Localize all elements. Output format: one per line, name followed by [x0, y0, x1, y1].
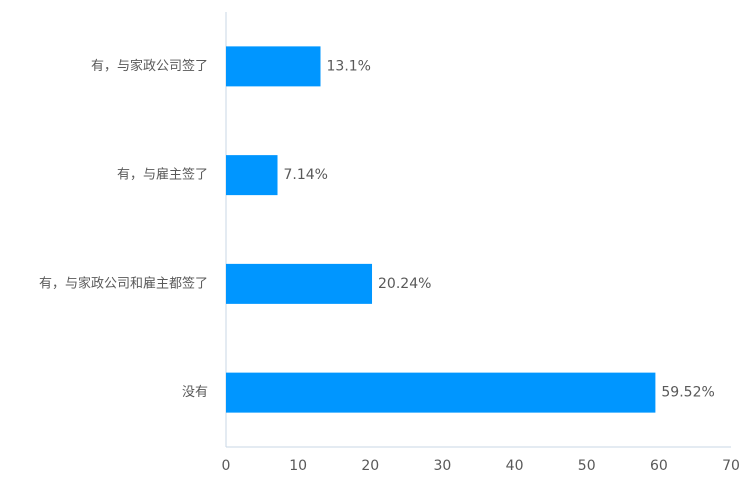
y-tick-label: 有，与雇主签了 [117, 167, 208, 183]
y-tick-label: 有，与家政公司签了 [91, 58, 208, 74]
bar [226, 263, 373, 304]
value-label: 59.52% [661, 385, 714, 401]
x-tick-label: 30 [434, 458, 452, 474]
x-tick-label: 10 [289, 458, 307, 474]
value-label: 13.1% [327, 58, 371, 74]
x-tick-label: 0 [222, 458, 231, 474]
x-tick-label: 20 [361, 458, 379, 474]
y-tick-label: 没有 [182, 385, 208, 400]
value-label: 20.24% [378, 276, 431, 292]
x-tick-label: 60 [650, 458, 668, 474]
bar [226, 155, 278, 196]
x-tick-label: 70 [722, 458, 740, 474]
y-tick-label: 有，与家政公司和雇主都签了 [39, 275, 208, 291]
x-tick-label: 50 [578, 458, 596, 474]
bar [226, 372, 656, 413]
bar [226, 46, 321, 87]
x-tick-label: 40 [506, 458, 524, 474]
value-label: 7.14% [284, 167, 328, 183]
